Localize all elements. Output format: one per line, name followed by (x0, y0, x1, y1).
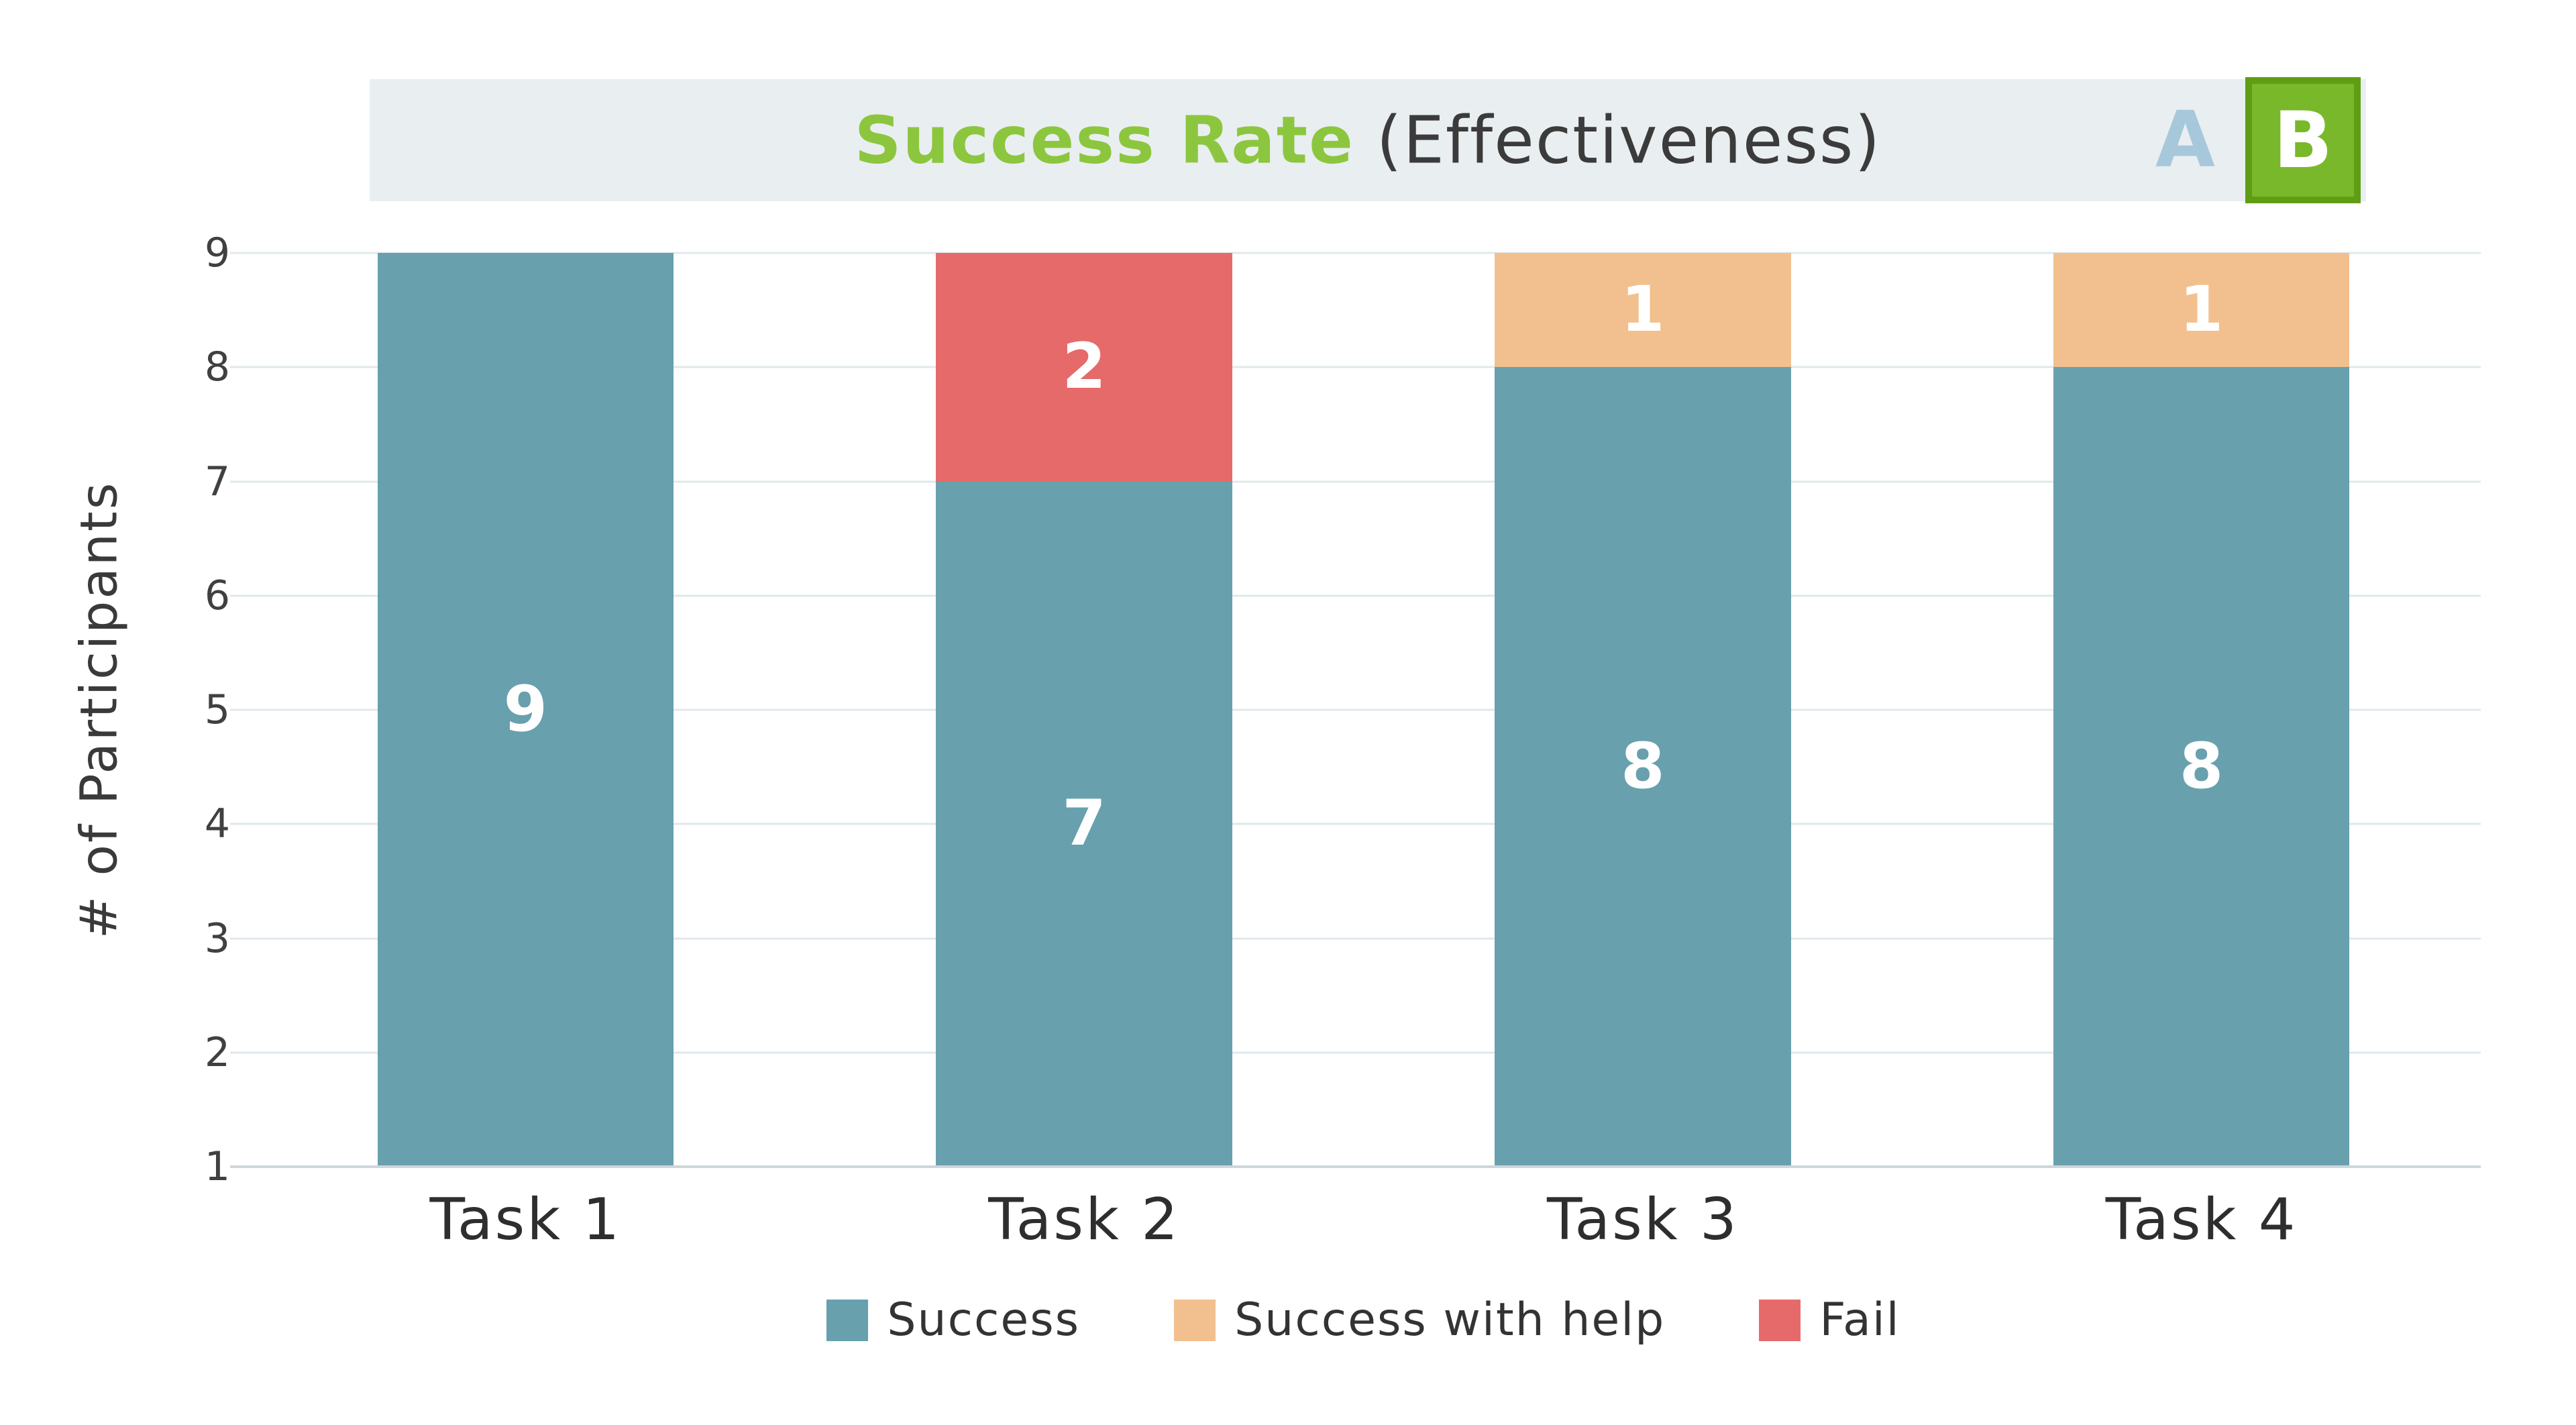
bar-value-label: 9 (503, 673, 548, 746)
gridline (230, 252, 2481, 254)
gridline (230, 1051, 2481, 1054)
y-tick-label: 5 (204, 686, 230, 733)
x-axis-label: Task 1 (429, 1186, 622, 1253)
legend-swatch (1174, 1299, 1216, 1341)
y-tick-label: 4 (204, 800, 230, 848)
bar-segment-success: 9 (377, 253, 674, 1167)
gridline (230, 594, 2481, 597)
bar-value-label: 7 (1062, 787, 1106, 861)
legend-swatch (826, 1299, 869, 1341)
gridline (230, 823, 2481, 825)
y-tick-label: 3 (204, 914, 230, 962)
x-axis-labels: Task 1 Task 2 Task 3 Task 4 (246, 1186, 2481, 1253)
bar-segment-success: 8 (2053, 367, 2350, 1167)
variant-b-toggle-selected[interactable]: B (2245, 77, 2361, 203)
bar-value-label: 2 (1062, 330, 1106, 404)
gridline (230, 937, 2481, 939)
variant-a-toggle[interactable]: A (2155, 95, 2215, 185)
gridline (230, 366, 2481, 368)
legend-swatch (1759, 1299, 1801, 1341)
y-tick-label: 6 (204, 572, 230, 619)
chart-title-rest: (Effectiveness) (1354, 102, 1882, 178)
legend-item: Fail (1759, 1294, 1900, 1347)
bar-value-label: 1 (2179, 273, 2224, 347)
x-axis-label: Task 3 (1547, 1186, 1739, 1253)
legend-item: Success (826, 1294, 1080, 1347)
bar-value-label: 8 (2179, 730, 2224, 804)
y-tick-label: 8 (204, 344, 230, 391)
bar-segment-fail: 2 (936, 253, 1232, 482)
gridline (230, 480, 2481, 482)
stacked-bar: 9 (377, 253, 674, 1167)
bar-segment-success-with-help: 1 (2053, 253, 2350, 368)
legend: Success Success with help Fail (246, 1294, 2481, 1347)
bar-segment-success: 7 (936, 481, 1232, 1167)
gridline (230, 708, 2481, 711)
x-axis-label: Task 4 (2105, 1186, 2298, 1253)
y-tick-label: 2 (204, 1028, 230, 1076)
x-axis-label: Task 2 (988, 1186, 1180, 1253)
bar-column: 9 (246, 253, 805, 1167)
legend-label: Success with help (1234, 1294, 1666, 1347)
bar-value-label: 8 (1621, 730, 1665, 804)
x-axis-line (230, 1165, 2481, 1168)
chart-title: Success Rate (Effectiveness) (370, 103, 2366, 178)
y-tick-label: 1 (204, 1143, 230, 1190)
y-tick-label: 9 (204, 229, 230, 276)
chart-title-highlight: Success Rate (854, 102, 1354, 178)
legend-item: Success with help (1174, 1294, 1665, 1347)
bar-segment-success: 8 (1495, 367, 1791, 1167)
bar-value-label: 1 (1621, 273, 1665, 347)
y-tick-label: 7 (204, 458, 230, 505)
legend-label: Success (887, 1294, 1081, 1347)
chart-title-bar: Success Rate (Effectiveness) A B (370, 77, 2366, 203)
legend-label: Fail (1819, 1294, 1900, 1347)
bar-segment-success-with-help: 1 (1495, 253, 1791, 368)
